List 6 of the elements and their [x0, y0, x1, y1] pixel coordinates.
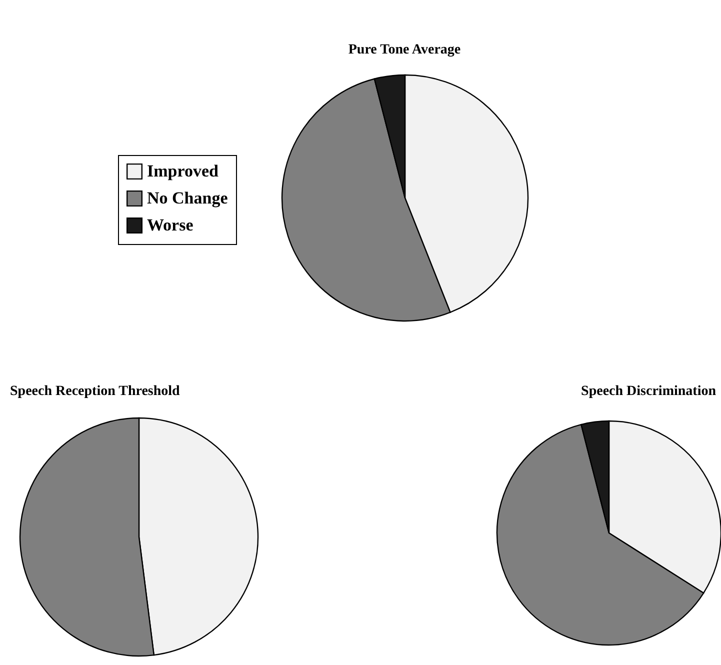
legend-label: Worse: [147, 216, 194, 234]
chart-title: Pure Tone Average: [348, 42, 461, 58]
legend-label: No Change: [147, 188, 228, 208]
chart-title: Speech Discrimination: [581, 384, 716, 399]
legend-label: Improved: [147, 162, 220, 180]
chart-title: Speech Reception Threshold: [10, 384, 180, 399]
